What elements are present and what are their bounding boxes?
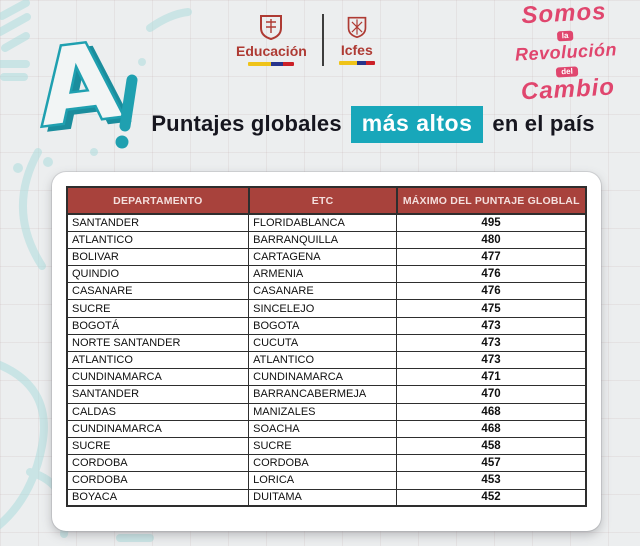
- departamento-cell: SUCRE: [66, 299, 250, 318]
- column-header: DEPARTAMENTO: [66, 186, 250, 215]
- score-cell: 476: [396, 265, 587, 284]
- etc-cell: DUITAMA: [248, 488, 398, 507]
- table-row: BOYACA DUITAMA 452: [66, 488, 587, 507]
- table-body: SANTANDER FLORIDABLANCA 495 ATLANTICO BARRAN…: [66, 213, 587, 507]
- table-row: CUNDINAMARCA CUNDINAMARCA 471: [66, 368, 587, 387]
- column-header: MÁXIMO DEL PUNTAJE GLOBLAL: [395, 186, 588, 215]
- icfes-label: Icfes: [340, 41, 373, 58]
- table-row: CUNDINAMARCA SOACHA 468: [66, 419, 587, 438]
- government-logos: Educación Icfes: [236, 12, 375, 66]
- table-row: BOGOTÁ BOGOTA 473: [66, 316, 587, 335]
- etc-cell: SUCRE: [248, 436, 398, 456]
- page-title: Puntajes globales más altos en el país: [140, 102, 606, 146]
- table-row: CALDAS MANIZALES 468: [66, 402, 587, 421]
- campaign-word-cambio: Cambio: [520, 73, 616, 106]
- colombia-flag-bar: [248, 61, 295, 66]
- score-cell: 471: [396, 368, 587, 387]
- score-cell: 458: [396, 436, 587, 456]
- departamento-cell: CORDOBA: [66, 471, 250, 490]
- departamento-cell: ATLANTICO: [66, 350, 250, 370]
- score-cell: 453: [396, 471, 587, 490]
- score-cell: 470: [396, 385, 587, 404]
- table-row: SUCRE SINCELEJO 475: [66, 299, 587, 318]
- score-cell: 475: [396, 299, 587, 318]
- exclamation-icon: [115, 74, 138, 149]
- departamento-cell: CUNDINAMARCA: [66, 368, 250, 387]
- etc-cell: SOACHA: [248, 419, 398, 438]
- departamento-cell: CASANARE: [66, 282, 250, 301]
- table-head-row: DEPARTAMENTO ETC MÁXIMO DEL PUNTAJE GLOBLA…: [66, 186, 588, 215]
- etc-cell: LORICA: [248, 471, 398, 490]
- departamento-cell: SANTANDER: [66, 213, 250, 232]
- letter-a-mark: A A: [28, 18, 138, 150]
- table-row: SUCRE SUCRE 458: [66, 436, 587, 456]
- score-cell: 468: [396, 402, 587, 421]
- departamento-cell: CORDOBA: [66, 454, 250, 473]
- etc-cell: ARMENIA: [248, 265, 398, 284]
- icfes-logo: Icfes: [338, 14, 375, 65]
- column-header: ETC: [247, 186, 398, 215]
- table-row: QUINDIO ARMENIA 476: [66, 265, 587, 284]
- scores-table: DEPARTAMENTO ETC MÁXIMO DEL PUNTAJE GLOBLA…: [66, 186, 588, 508]
- etc-cell: FLORIDABLANCA: [248, 213, 398, 232]
- etc-cell: SINCELEJO: [248, 299, 398, 318]
- title-suffix: en el país: [492, 111, 595, 136]
- score-cell: 477: [396, 247, 587, 267]
- etc-cell: BARRANCABERMEJA: [248, 385, 398, 404]
- table-row: ATLANTICO BARRANQUILLA 480: [66, 230, 587, 249]
- ministry-crest-icon: [260, 14, 283, 40]
- table-row: NORTE SANTANDER CUCUTA 473: [66, 333, 587, 353]
- etc-cell: CARTAGENA: [248, 247, 398, 267]
- score-cell: 452: [396, 488, 587, 507]
- departamento-cell: NORTE SANTANDER: [66, 333, 250, 353]
- table-row: CORDOBA LORICA 453: [66, 471, 587, 490]
- score-cell: 476: [396, 282, 587, 301]
- table-row: CORDOBA CORDOBA 457: [66, 454, 587, 473]
- svg-text:A: A: [37, 23, 132, 150]
- departamento-cell: QUINDIO: [66, 265, 250, 284]
- etc-cell: CUNDINAMARCA: [248, 368, 398, 387]
- colombia-flag-bar: [338, 60, 375, 65]
- departamento-cell: BOYACA: [66, 488, 250, 507]
- table-row: SANTANDER BARRANCABERMEJA 470: [66, 385, 587, 404]
- etc-cell: BOGOTA: [248, 316, 398, 335]
- campaign-logo: Somos la Revolución del Cambio: [495, 0, 636, 105]
- departamento-cell: SANTANDER: [66, 385, 250, 404]
- logo-divider: [321, 14, 324, 66]
- etc-cell: CUCUTA: [248, 333, 398, 353]
- score-cell: 468: [396, 419, 587, 438]
- table-row: BOLIVAR CARTAGENA 477: [66, 247, 587, 267]
- table-row: ATLANTICO ATLANTICO 473: [66, 350, 587, 370]
- table-row: CASANARE CASANARE 476: [66, 282, 587, 301]
- departamento-cell: CUNDINAMARCA: [66, 419, 250, 438]
- score-cell: 480: [396, 230, 587, 249]
- score-cell: 473: [396, 333, 587, 353]
- campaign-word-la: la: [556, 30, 574, 42]
- etc-cell: MANIZALES: [248, 402, 398, 421]
- svg-text:A: A: [31, 19, 126, 150]
- score-cell: 473: [396, 350, 587, 370]
- departamento-cell: BOLIVAR: [66, 247, 250, 267]
- etc-cell: ATLANTICO: [248, 350, 398, 370]
- score-cell: 473: [396, 316, 587, 335]
- departamento-cell: ATLANTICO: [66, 230, 250, 249]
- scores-card: DEPARTAMENTO ETC MÁXIMO DEL PUNTAJE GLOBLA…: [52, 172, 601, 531]
- etc-cell: CORDOBA: [248, 454, 398, 473]
- table-row: SANTANDER FLORIDABLANCA 495: [66, 213, 587, 232]
- icfes-crest-icon: [347, 16, 367, 38]
- departamento-cell: SUCRE: [66, 436, 250, 456]
- ministry-logo: Educación: [236, 13, 307, 66]
- etc-cell: CASANARE: [248, 282, 398, 301]
- score-cell: 457: [396, 454, 587, 473]
- title-prefix: Puntajes globales: [151, 111, 342, 136]
- etc-cell: BARRANQUILLA: [248, 230, 398, 249]
- ministry-label: Educación: [236, 42, 307, 59]
- score-cell: 495: [396, 213, 587, 232]
- departamento-cell: CALDAS: [66, 402, 250, 421]
- title-highlight: más altos: [350, 105, 484, 143]
- departamento-cell: BOGOTÁ: [66, 316, 250, 335]
